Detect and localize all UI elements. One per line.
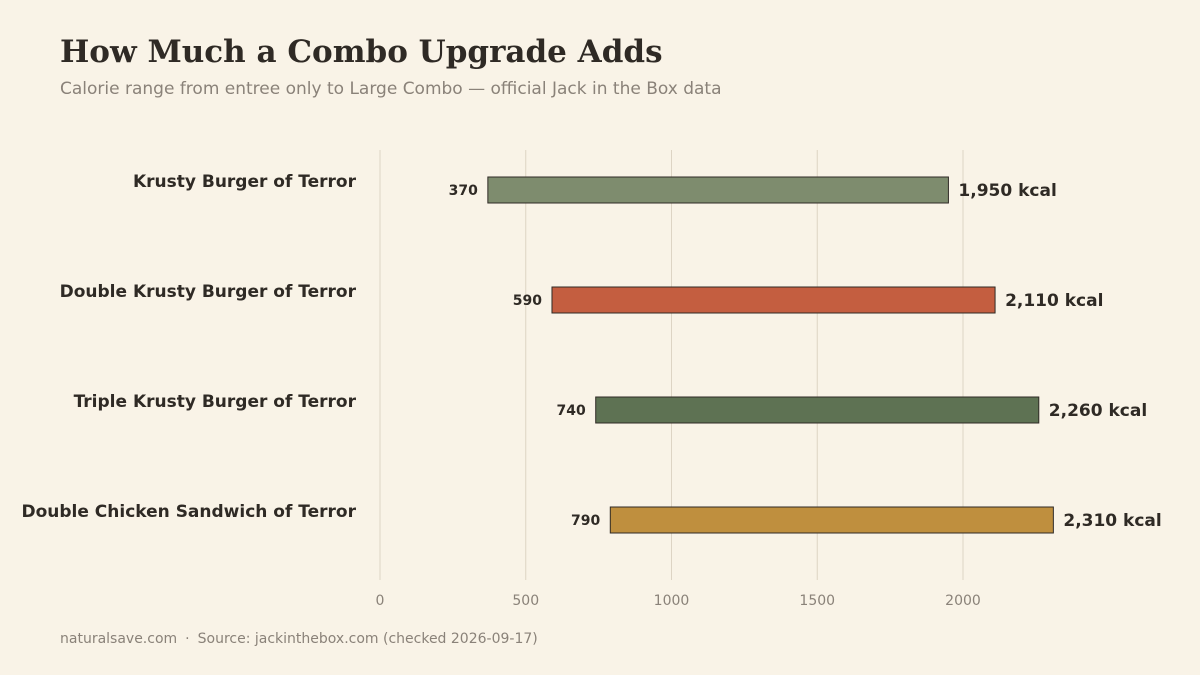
end-value-label: 2,110 kcal: [1005, 291, 1103, 311]
category-label: Triple Krusty Burger of Terror: [74, 392, 357, 412]
x-tick-label: 500: [512, 593, 539, 609]
bars: [487, 176, 1054, 534]
footer-site: naturalsave.com: [60, 631, 178, 647]
category-label: Double Chicken Sandwich of Terror: [21, 502, 356, 522]
x-tick-label: 2000: [945, 593, 981, 609]
range-bar: [487, 176, 949, 204]
start-value-label: 790: [571, 513, 600, 529]
range-bar: [551, 286, 996, 314]
category-label: Double Krusty Burger of Terror: [60, 282, 357, 302]
start-value-label: 590: [513, 293, 542, 309]
start-value-label: 370: [449, 183, 478, 199]
x-tick-label: 0: [376, 593, 385, 609]
footer-source: Source: jackinthebox.com (checked 2026-0…: [197, 631, 538, 647]
end-value-label: 2,310 kcal: [1063, 511, 1161, 531]
range-bar: [609, 506, 1054, 534]
x-axis-ticks: 0 500 1000 1500 2000: [376, 593, 981, 609]
end-value-label: 1,950 kcal: [958, 181, 1056, 201]
footer-separator: ·: [185, 631, 190, 647]
footer: naturalsave.com · Source: jackinthebox.com…: [60, 631, 538, 647]
range-bar: [595, 396, 1040, 424]
x-tick-label: 1500: [799, 593, 835, 609]
end-value-label: 2,260 kcal: [1049, 401, 1147, 421]
x-tick-label: 1000: [654, 593, 690, 609]
chart-subtitle: Calorie range from entree only to Large …: [60, 79, 722, 99]
category-label: Krusty Burger of Terror: [133, 172, 357, 192]
chart-title: How Much a Combo Upgrade Adds: [60, 34, 663, 70]
start-value-label: 740: [556, 403, 585, 419]
labels: Krusty Burger of Terror 370 1,950 kcal Doub…: [21, 172, 1161, 531]
